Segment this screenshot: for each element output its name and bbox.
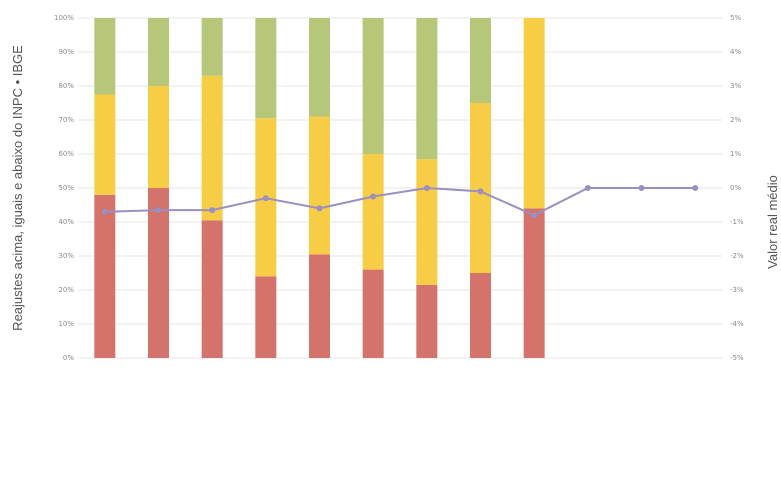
bar-segment: [148, 18, 169, 86]
grid: [78, 17, 722, 359]
y-axis-title: Reajustes acima, iguais e abaixo do INPC…: [10, 45, 25, 331]
bar-segment: [309, 18, 330, 117]
line-point: [638, 185, 645, 191]
bar-segment: [470, 273, 491, 358]
bar-segment: [201, 75, 223, 221]
y2-tick-label: 3%: [730, 82, 741, 90]
line-point: [316, 205, 323, 212]
y-tick-label: 90%: [58, 48, 74, 56]
y-axis-ticks: 0% 10% 20% 30% 40% 50% 60% 70% 80% 90% 100%: [54, 14, 74, 362]
line-point: [477, 188, 484, 195]
y2-tick-label: -4%: [730, 320, 744, 328]
bar-segment: [201, 220, 223, 358]
bar-segment: [416, 284, 438, 358]
y2-tick-label: 1%: [730, 150, 741, 158]
y-tick-label: 70%: [58, 116, 74, 124]
y-tick-label: 40%: [58, 218, 74, 226]
line-path: [104, 187, 696, 217]
bar-segment: [94, 194, 116, 358]
y2-tick-label: 4%: [730, 48, 741, 56]
bar-segment: [94, 94, 116, 195]
line-point: [262, 195, 269, 202]
bar-segment: [255, 276, 277, 358]
y2-tick-label: -3%: [730, 286, 744, 294]
y-tick-label: 100%: [54, 14, 74, 22]
bar-segment: [148, 86, 169, 188]
y2-tick-label: 0%: [730, 184, 741, 192]
y-tick-label: 20%: [58, 286, 74, 294]
bar-segment: [362, 154, 384, 270]
line-point: [155, 207, 162, 214]
bar-segment: [416, 159, 438, 285]
line-point: [423, 185, 430, 191]
line-point: [209, 207, 216, 214]
y2-tick-label: 2%: [730, 116, 741, 124]
bar-segment: [255, 18, 277, 119]
y-tick-label: 30%: [58, 252, 74, 260]
bar-segment: [362, 18, 384, 154]
bar-segment: [470, 103, 491, 273]
y2-axis-ticks: -5% -4% -3% -2% -1% 0% 1% 2% 3% 4% 5%: [730, 14, 744, 362]
bar-segment: [148, 188, 169, 358]
bar-segment: [362, 269, 384, 358]
bar-segment: [523, 208, 545, 358]
bars: [94, 18, 545, 358]
y2-tick-label: 5%: [730, 14, 741, 22]
bar-segment: [523, 18, 545, 209]
y2-tick-label: -5%: [730, 354, 744, 362]
line-point: [531, 212, 538, 219]
bar-segment: [470, 18, 491, 103]
y2-axis-title: Valor real médio: [765, 175, 780, 269]
y2-tick-label: -2%: [730, 252, 744, 260]
bar-segment: [309, 116, 330, 255]
bar-segment: [416, 18, 438, 160]
bar-segment: [201, 18, 223, 76]
y2-tick-label: -1%: [730, 218, 744, 226]
y-tick-label: 60%: [58, 150, 74, 158]
bar-segment: [94, 18, 116, 95]
line-series: [101, 185, 699, 219]
bar-segment: [309, 254, 330, 358]
line-point: [584, 185, 591, 191]
y-tick-label: 10%: [58, 320, 74, 328]
y-tick-label: 0%: [63, 354, 74, 362]
y-tick-label: 80%: [58, 82, 74, 90]
line-point: [101, 208, 108, 215]
line-point: [370, 193, 377, 200]
line-point: [692, 185, 699, 191]
y-tick-label: 50%: [58, 184, 74, 192]
